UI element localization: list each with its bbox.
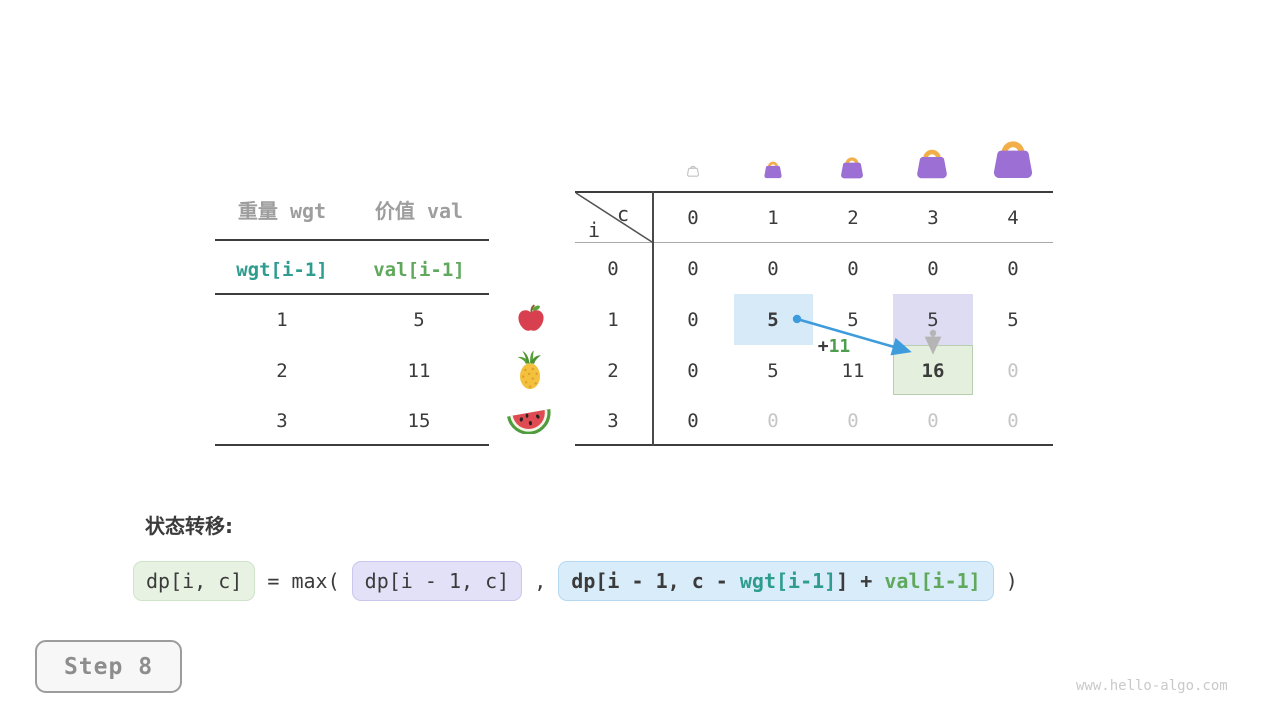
watermark-url: www.hello-algo.com xyxy=(1076,678,1228,694)
wgt-term: wgt[i-1] xyxy=(739,569,837,593)
item-value: 15 xyxy=(407,410,431,432)
divider xyxy=(215,239,489,241)
added-value: 11 xyxy=(828,336,851,357)
corner-row-var: i xyxy=(588,218,601,242)
divider xyxy=(215,444,489,446)
step-indicator: Step 8 xyxy=(35,640,182,693)
item-weight: 3 xyxy=(276,410,288,432)
formula-equals-max: = max( xyxy=(255,569,352,593)
item-table-val-expr: val[i-1] xyxy=(373,259,465,281)
bag-large-icon xyxy=(913,144,951,179)
take-middle: ] + xyxy=(836,569,885,593)
dp-cell-target: 16 xyxy=(921,360,945,382)
dp-table-bottom-border xyxy=(575,444,1053,446)
bag-outline-icon xyxy=(686,162,700,178)
dp-row-header: 1 xyxy=(607,309,619,331)
dp-row-header: 3 xyxy=(607,410,619,432)
dp-cell: 0 xyxy=(847,410,859,432)
dp-cell: 0 xyxy=(687,309,699,331)
dp-cell-source: 5 xyxy=(767,309,779,331)
dp-cell: 0 xyxy=(1007,258,1019,280)
dp-col-header: 2 xyxy=(847,207,859,229)
step-label: Step 8 xyxy=(63,653,154,680)
dp-cell: 0 xyxy=(767,410,779,432)
plus-sign: + xyxy=(817,336,829,357)
dp-cell: 0 xyxy=(1007,410,1019,432)
dp-cell: 5 xyxy=(1007,309,1019,331)
dp-table-header-divider xyxy=(575,242,1053,243)
dp-cell: 11 xyxy=(841,360,865,382)
bag-medium-icon xyxy=(838,153,866,179)
val-term: val[i-1] xyxy=(884,569,981,593)
dp-cell: 0 xyxy=(847,258,859,280)
dp-col-header: 4 xyxy=(1007,207,1019,229)
dp-row-header: 0 xyxy=(607,258,619,280)
dp-cell: 0 xyxy=(767,258,779,280)
formula-keep-option-pill: dp[i - 1, c] xyxy=(351,561,523,601)
item-table-wgt-expr: wgt[i-1] xyxy=(236,259,328,281)
formula-close-paren: ) xyxy=(993,569,1018,593)
pineapple-icon xyxy=(512,350,548,390)
dp-cell: 0 xyxy=(687,258,699,280)
dp-col-header: 3 xyxy=(927,207,939,229)
formula-take-option-pill: dp[i - 1, c - wgt[i-1]] + val[i-1] xyxy=(558,561,994,601)
divider xyxy=(215,293,489,295)
bag-xlarge-icon xyxy=(988,134,1038,179)
formula-lhs-pill: dp[i, c] xyxy=(133,561,256,601)
dp-cell: 0 xyxy=(687,410,699,432)
dp-cell-above: 5 xyxy=(927,309,939,331)
item-weight: 2 xyxy=(276,360,288,382)
item-table-header-value: 价值 val xyxy=(374,199,464,223)
dp-cell: 5 xyxy=(847,309,859,331)
corner-col-var: c xyxy=(617,202,630,226)
item-value: 11 xyxy=(407,360,431,382)
watermelon-icon xyxy=(505,400,553,434)
bag-small-icon xyxy=(762,158,784,179)
item-value: 5 xyxy=(413,309,425,331)
item-table-header-weight: 重量 wgt xyxy=(237,199,327,223)
dp-row-header: 2 xyxy=(607,360,619,382)
take-prefix: dp[i - 1, c - xyxy=(571,569,740,593)
dp-cell: 5 xyxy=(767,360,779,382)
dp-col-header: 0 xyxy=(687,207,699,229)
formula-comma: , xyxy=(522,569,559,593)
item-weight: 1 xyxy=(276,309,288,331)
dp-table-top-border xyxy=(575,191,1053,193)
state-transition-formula: dp[i, c] = max( dp[i - 1, c] , dp[i - 1,… xyxy=(133,560,1018,602)
state-transition-label: 状态转移: xyxy=(145,514,233,538)
apple-icon xyxy=(516,303,546,333)
dp-col-header: 1 xyxy=(767,207,779,229)
dp-cell: 0 xyxy=(687,360,699,382)
dp-cell: 0 xyxy=(927,258,939,280)
dp-cell: 0 xyxy=(927,410,939,432)
add-value-annotation: +11 xyxy=(804,336,864,357)
dp-cell: 0 xyxy=(1007,360,1019,382)
dp-table-vertical-divider xyxy=(652,191,654,446)
